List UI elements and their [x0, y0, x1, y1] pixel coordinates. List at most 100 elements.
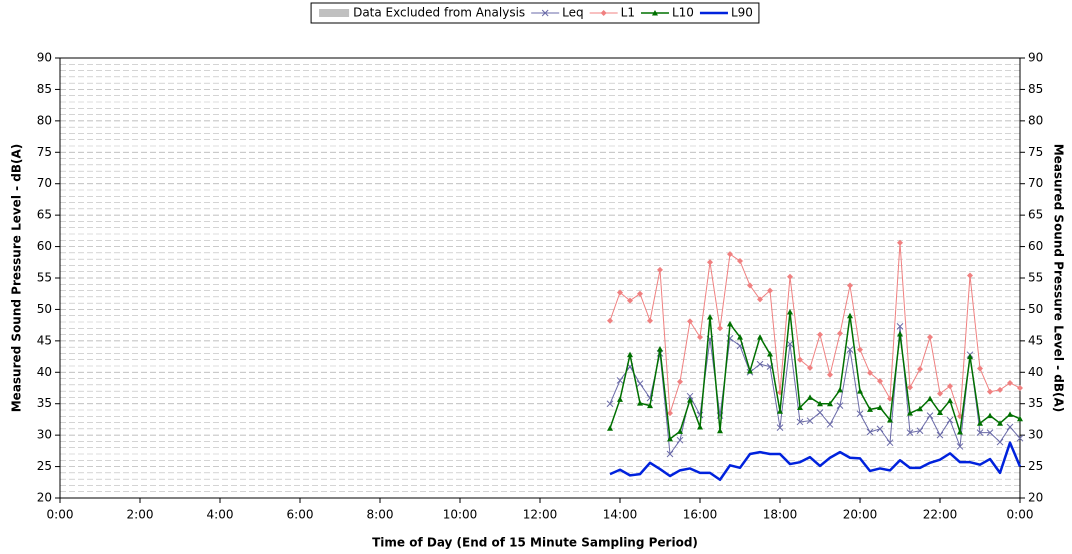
series-line [609, 242, 1021, 417]
x-tick-label: 22:00 [923, 508, 958, 522]
x-tick-label: 14:00 [603, 508, 638, 522]
marker [767, 287, 773, 294]
marker [727, 320, 733, 327]
x-axis-title: Time of Day (End of 15 Minute Sampling P… [372, 536, 698, 550]
marker [607, 317, 613, 324]
y-tick-label: 20 [37, 491, 52, 505]
marker [600, 10, 607, 16]
marker [847, 312, 853, 319]
marker [927, 334, 933, 341]
marker [916, 427, 924, 435]
y-tick-label: 80 [37, 113, 52, 127]
marker [847, 282, 853, 289]
marker [866, 428, 874, 436]
legend: Data Excluded from Analysis Leq L1 L10 L90 [310, 2, 760, 24]
marker [1017, 415, 1023, 422]
y-tick-label: 75 [37, 145, 52, 159]
marker [616, 377, 624, 384]
marker [807, 394, 813, 400]
marker [887, 417, 893, 423]
marker [787, 308, 793, 315]
y2-tick-label: 70 [1028, 176, 1043, 190]
marker [887, 395, 893, 402]
marker [986, 429, 994, 436]
marker [756, 360, 764, 368]
y-tick-label: 25 [37, 459, 52, 473]
legend-swatch [319, 9, 350, 17]
y2-tick-label: 65 [1028, 208, 1043, 222]
marker [787, 273, 793, 280]
marker [687, 396, 693, 403]
marker [767, 351, 773, 357]
x-tick-label: 20:00 [843, 508, 878, 522]
marker [1007, 411, 1013, 417]
marker [856, 410, 864, 418]
marker [777, 408, 783, 414]
x-tick-label: 10:00 [443, 508, 478, 522]
y2-tick-label: 40 [1028, 365, 1043, 379]
marker [776, 424, 784, 431]
y2-tick-label: 60 [1028, 239, 1043, 253]
y-tick-label: 85 [37, 82, 52, 96]
marker [817, 331, 823, 338]
marker [1016, 434, 1024, 442]
y2-tick-label: 90 [1028, 51, 1043, 65]
y-tick-label: 40 [37, 365, 52, 379]
y-tick-label: 35 [37, 396, 52, 410]
marker [816, 409, 824, 416]
marker [647, 317, 653, 324]
marker [906, 429, 914, 436]
marker [857, 346, 863, 353]
marker [876, 425, 884, 433]
marker [826, 421, 834, 428]
marker [926, 412, 934, 420]
x-tick-label: 6:00 [287, 508, 314, 522]
marker [797, 356, 803, 363]
y2-tick-label: 55 [1028, 271, 1043, 285]
y-tick-label: 50 [37, 302, 52, 316]
marker [636, 380, 644, 387]
legend-label: L10 [672, 6, 694, 20]
marker [807, 364, 813, 371]
marker [937, 390, 943, 397]
marker [806, 417, 814, 425]
marker [976, 429, 984, 436]
marker [677, 428, 683, 434]
legend-label: L90 [731, 6, 753, 20]
marker [897, 239, 903, 246]
marker [837, 330, 843, 337]
marker [717, 427, 723, 434]
marker [886, 439, 894, 447]
marker [606, 400, 614, 408]
marker [857, 388, 863, 394]
marker [987, 388, 993, 395]
marker [897, 330, 903, 337]
y-tick-label: 60 [37, 239, 52, 253]
marker [827, 400, 833, 407]
legend-label: L1 [621, 6, 635, 20]
marker [1017, 385, 1023, 391]
x-tick-label: 2:00 [127, 508, 154, 522]
marker [637, 290, 643, 297]
marker [967, 272, 973, 279]
marker [997, 420, 1003, 426]
marker [796, 418, 804, 426]
marker [877, 378, 883, 385]
marker [686, 392, 694, 400]
marker [867, 369, 873, 376]
marker [907, 410, 913, 416]
y2-tick-label: 75 [1028, 145, 1043, 159]
y-tick-label: 65 [37, 208, 52, 222]
series-line [609, 441, 1022, 482]
marker [687, 318, 693, 325]
marker [996, 438, 1004, 446]
y2-tick-label: 30 [1028, 428, 1043, 442]
marker [846, 346, 854, 354]
marker [737, 334, 743, 340]
legend-label: Leq [562, 6, 583, 20]
marker [867, 406, 873, 412]
marker [877, 404, 883, 410]
legend-frame [310, 2, 760, 24]
marker [677, 378, 683, 385]
